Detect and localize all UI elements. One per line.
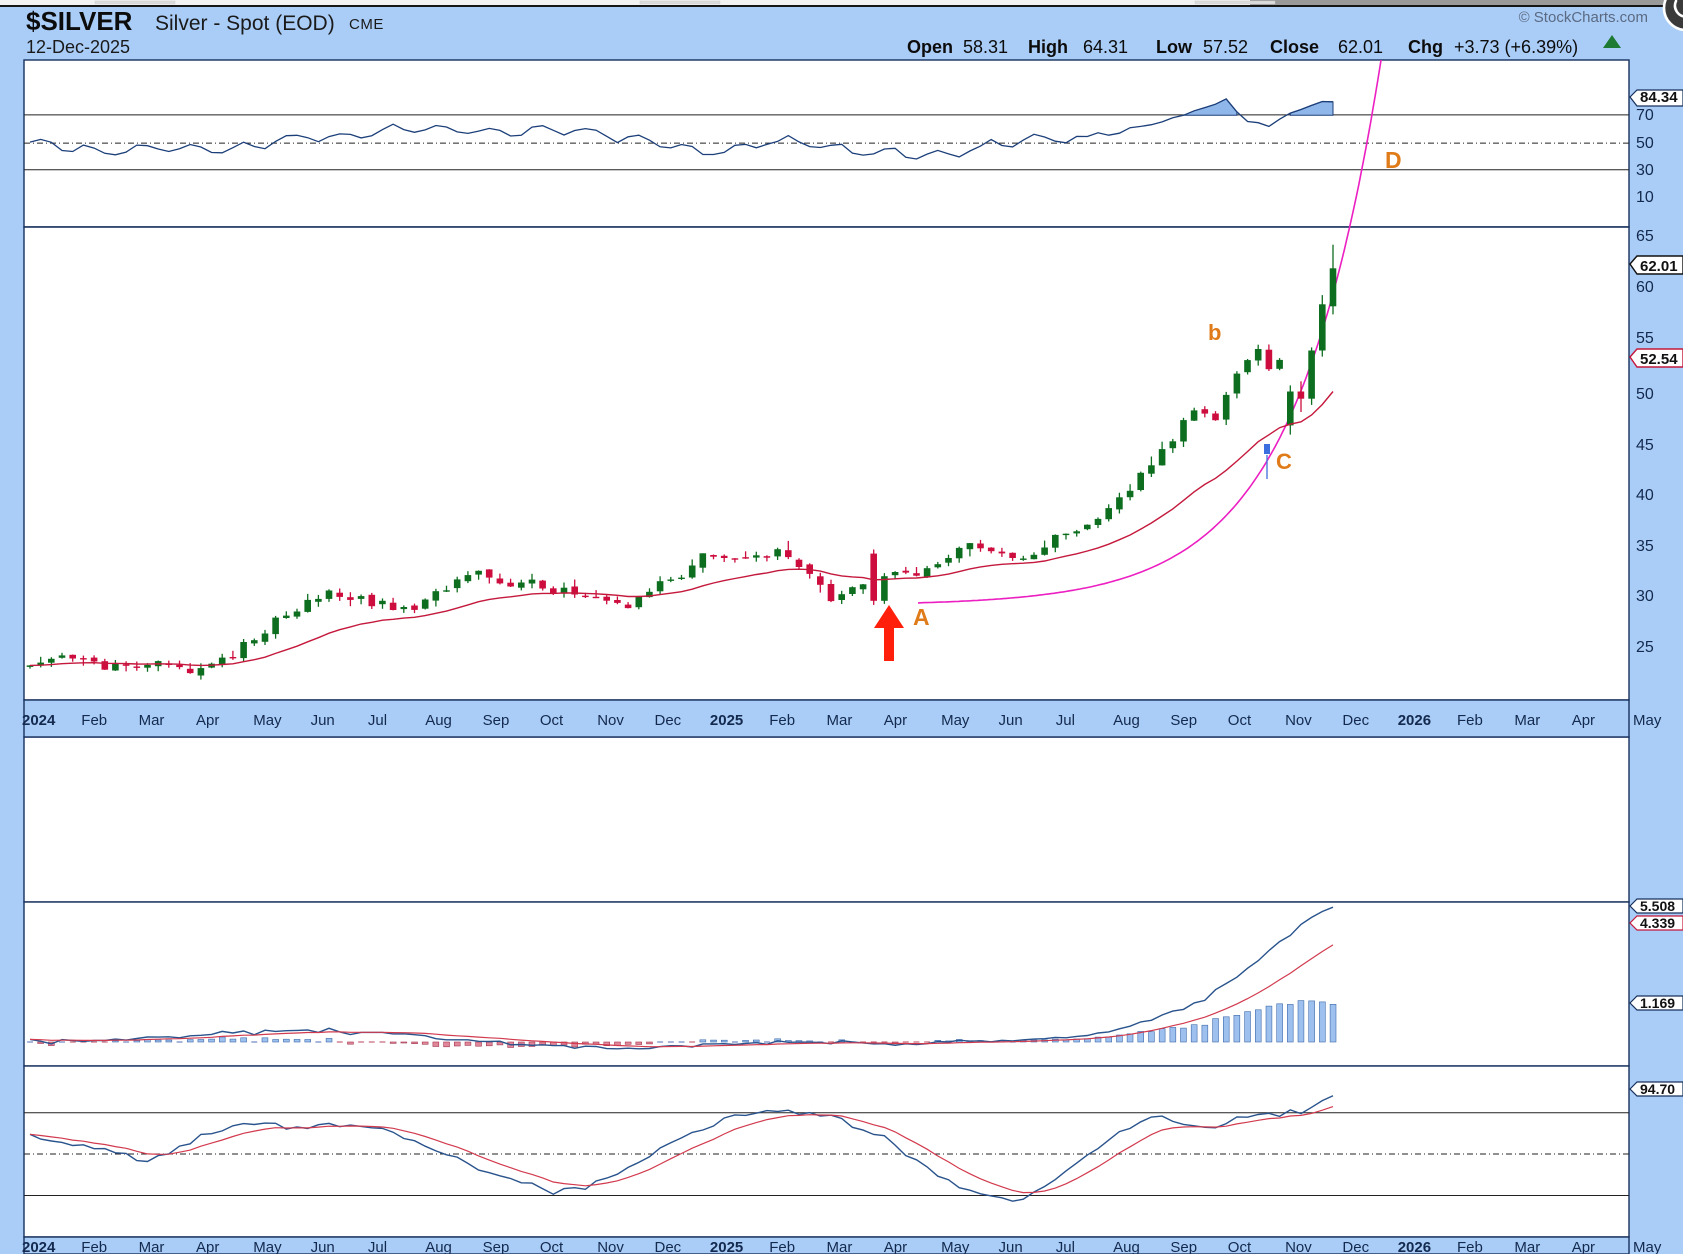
svg-text:Nov: Nov xyxy=(597,712,624,729)
svg-text:D: D xyxy=(1385,147,1402,173)
svg-text:30: 30 xyxy=(1636,588,1654,605)
svg-text:Mar: Mar xyxy=(139,1239,165,1254)
svg-text:Feb: Feb xyxy=(769,1239,795,1254)
svg-text:2024: 2024 xyxy=(22,1239,56,1254)
svg-text:© StockCharts.com: © StockCharts.com xyxy=(1519,9,1648,26)
svg-text:A: A xyxy=(913,604,930,630)
svg-text:70: 70 xyxy=(1636,107,1654,124)
svg-text:52.54: 52.54 xyxy=(1640,351,1678,368)
svg-text:Jun: Jun xyxy=(311,712,335,729)
svg-text:May: May xyxy=(941,712,970,729)
svg-text:5.508: 5.508 xyxy=(1640,898,1675,914)
svg-text:Dec: Dec xyxy=(655,712,682,729)
svg-text:CME: CME xyxy=(349,16,384,33)
svg-text:Mar: Mar xyxy=(827,1239,853,1254)
svg-text:Jun: Jun xyxy=(311,1239,335,1254)
svg-text:Feb: Feb xyxy=(81,1239,107,1254)
svg-text:Apr: Apr xyxy=(884,1239,907,1254)
svg-text:Chg: Chg xyxy=(1408,37,1443,57)
svg-text:60: 60 xyxy=(1636,279,1654,296)
svg-text:Oct: Oct xyxy=(540,1239,564,1254)
svg-text:Feb: Feb xyxy=(769,712,795,729)
svg-text:2025: 2025 xyxy=(710,712,743,729)
svg-text:2026: 2026 xyxy=(1398,1239,1431,1254)
svg-text:35: 35 xyxy=(1636,538,1654,555)
svg-text:Feb: Feb xyxy=(1457,712,1483,729)
svg-text:Dec: Dec xyxy=(1342,1239,1369,1254)
svg-text:84.34: 84.34 xyxy=(1640,89,1678,106)
svg-text:62.01: 62.01 xyxy=(1338,37,1383,57)
svg-text:Dec: Dec xyxy=(655,1239,682,1254)
svg-text:62.01: 62.01 xyxy=(1640,258,1678,275)
svg-text:Sep: Sep xyxy=(1170,712,1197,729)
svg-text:Aug: Aug xyxy=(1113,712,1140,729)
svg-text:Oct: Oct xyxy=(1228,712,1252,729)
svg-text:58.31: 58.31 xyxy=(963,37,1008,57)
svg-text:May: May xyxy=(253,712,282,729)
svg-text:Jul: Jul xyxy=(368,1239,387,1254)
svg-text:+3.73 (+6.39%): +3.73 (+6.39%) xyxy=(1454,37,1578,57)
svg-text:Feb: Feb xyxy=(81,712,107,729)
svg-text:Mar: Mar xyxy=(827,712,853,729)
svg-text:Open: Open xyxy=(907,37,953,57)
svg-text:55: 55 xyxy=(1636,330,1654,347)
svg-text:94.70: 94.70 xyxy=(1640,1081,1675,1097)
svg-text:12-Dec-2025: 12-Dec-2025 xyxy=(26,37,130,57)
svg-text:50: 50 xyxy=(1636,386,1654,403)
svg-text:Sep: Sep xyxy=(1170,1239,1197,1254)
svg-text:$SILVER: $SILVER xyxy=(26,6,133,36)
svg-text:40: 40 xyxy=(1636,487,1654,504)
svg-text:Jun: Jun xyxy=(999,1239,1023,1254)
svg-text:Mar: Mar xyxy=(1514,712,1540,729)
svg-text:1.169: 1.169 xyxy=(1640,995,1675,1011)
svg-text:Jul: Jul xyxy=(1056,1239,1075,1254)
svg-text:May: May xyxy=(941,1239,970,1254)
svg-text:Low: Low xyxy=(1156,37,1193,57)
svg-text:Apr: Apr xyxy=(196,1239,219,1254)
svg-text:Oct: Oct xyxy=(1228,1239,1252,1254)
svg-text:Nov: Nov xyxy=(597,1239,624,1254)
svg-text:Apr: Apr xyxy=(1572,712,1595,729)
svg-text:Jul: Jul xyxy=(368,712,387,729)
svg-text:2024: 2024 xyxy=(22,712,56,729)
svg-text:Silver - Spot (EOD): Silver - Spot (EOD) xyxy=(155,12,335,35)
svg-text:10: 10 xyxy=(1636,189,1654,206)
svg-text:Nov: Nov xyxy=(1285,1239,1312,1254)
svg-text:25: 25 xyxy=(1636,639,1654,656)
svg-text:45: 45 xyxy=(1636,437,1654,454)
svg-text:64.31: 64.31 xyxy=(1083,37,1128,57)
svg-text:4.339: 4.339 xyxy=(1640,915,1675,931)
svg-text:Oct: Oct xyxy=(540,712,564,729)
svg-text:57.52: 57.52 xyxy=(1203,37,1248,57)
svg-text:Apr: Apr xyxy=(1572,1239,1595,1254)
svg-text:Sep: Sep xyxy=(483,1239,510,1254)
svg-text:50: 50 xyxy=(1636,135,1654,152)
svg-text:High: High xyxy=(1028,37,1068,57)
svg-text:Close: Close xyxy=(1270,37,1319,57)
svg-text:Apr: Apr xyxy=(196,712,219,729)
svg-text:Apr: Apr xyxy=(884,712,907,729)
svg-text:C: C xyxy=(1276,449,1292,474)
svg-text:b: b xyxy=(1208,320,1221,345)
svg-text:Feb: Feb xyxy=(1457,1239,1483,1254)
svg-text:Aug: Aug xyxy=(425,712,452,729)
svg-text:Jul: Jul xyxy=(1056,712,1075,729)
svg-text:May: May xyxy=(253,1239,282,1254)
svg-text:2025: 2025 xyxy=(710,1239,743,1254)
svg-text:2026: 2026 xyxy=(1398,712,1431,729)
svg-text:65: 65 xyxy=(1636,228,1654,245)
svg-text:May: May xyxy=(1633,1239,1662,1254)
svg-text:Dec: Dec xyxy=(1342,712,1369,729)
svg-text:Aug: Aug xyxy=(425,1239,452,1254)
svg-text:Jun: Jun xyxy=(999,712,1023,729)
svg-text:May: May xyxy=(1633,712,1662,729)
svg-text:Mar: Mar xyxy=(1514,1239,1540,1254)
svg-text:Sep: Sep xyxy=(483,712,510,729)
svg-text:Nov: Nov xyxy=(1285,712,1312,729)
svg-text:30: 30 xyxy=(1636,162,1654,179)
svg-text:Mar: Mar xyxy=(139,712,165,729)
svg-text:Aug: Aug xyxy=(1113,1239,1140,1254)
